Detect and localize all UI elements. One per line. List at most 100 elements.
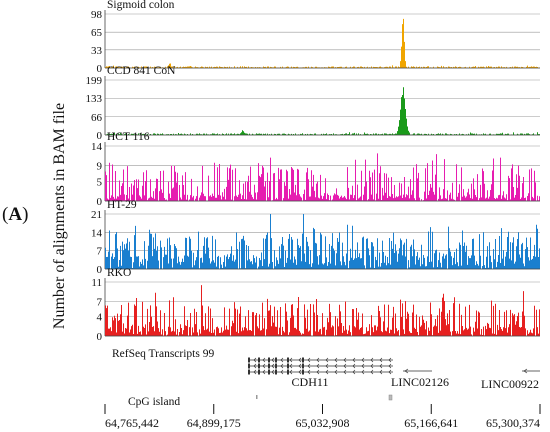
strand-arrow — [404, 368, 409, 374]
track-sigmoid-colon: 0 33 65 98 Sigmoid colon — [91, 0, 540, 75]
strand-arrow — [316, 357, 320, 363]
exon — [287, 363, 289, 369]
strand-arrow — [289, 369, 293, 375]
x-tick-label: 64,765,442 — [105, 416, 159, 430]
track-label: Sigmoid colon — [107, 0, 175, 11]
x-tick-label: 65,032,908 — [296, 416, 350, 430]
strand-arrow — [316, 363, 320, 369]
strand-arrow — [298, 357, 302, 363]
strand-arrow — [289, 357, 293, 363]
y-tick-label: 65 — [91, 27, 103, 39]
gene-label: CDH11 — [292, 375, 329, 389]
track-ht-29: 0 7 14 21 HT-29 — [91, 199, 540, 276]
annotation-tracks: RefSeq Transcripts 99 CDH11 LINC02126 LINC0… — [112, 348, 540, 408]
strand-arrow — [271, 369, 275, 375]
strand-arrow — [253, 357, 257, 363]
x-tick-label: 65,300,374 — [486, 416, 540, 430]
strand-arrow — [262, 357, 266, 363]
exon — [268, 363, 270, 369]
x-tick-label: 64,899,175 — [187, 416, 241, 430]
strand-arrow — [280, 357, 284, 363]
strand-arrow — [334, 369, 338, 375]
strand-arrow — [352, 369, 356, 375]
strand-arrow — [316, 369, 320, 375]
refseq-label: RefSeq Transcripts 99 — [112, 348, 214, 360]
exon — [268, 369, 270, 375]
strand-arrow — [361, 363, 365, 369]
strand-arrow — [325, 357, 329, 363]
strand-arrow — [289, 363, 293, 369]
track-hct-116: 0 5 9 14 HCT 116 — [91, 131, 540, 208]
y-tick-label: 5 — [97, 176, 103, 188]
strand-arrow — [388, 357, 392, 363]
track-label: HT-29 — [107, 199, 137, 211]
y-tick-label: 21 — [91, 209, 102, 221]
y-tick-label: 4 — [97, 311, 103, 323]
y-tick-label: 133 — [86, 93, 103, 105]
strand-arrow — [253, 363, 257, 369]
y-tick-label: 199 — [86, 75, 103, 87]
y-tick-label: 0 — [97, 264, 103, 276]
y-tick-label: 66 — [91, 112, 103, 124]
strand-arrow — [361, 369, 365, 375]
strand-arrow — [325, 363, 329, 369]
exon — [248, 369, 250, 375]
strand-arrow — [370, 363, 374, 369]
y-tick-label: 9 — [97, 161, 103, 173]
strand-arrow — [379, 369, 383, 375]
y-tick-label: 0 — [97, 196, 103, 208]
exon — [302, 369, 304, 375]
exon — [258, 363, 260, 369]
strand-arrow — [388, 363, 392, 369]
strand-arrow — [343, 357, 347, 363]
exon — [302, 363, 304, 369]
strand-arrow — [334, 363, 338, 369]
cpg-island — [388, 394, 393, 401]
exon — [258, 357, 260, 363]
strand-arrow — [307, 369, 311, 375]
strand-arrow — [370, 357, 374, 363]
strand-arrow — [352, 357, 356, 363]
y-tick-label: 98 — [91, 9, 103, 21]
y-tick-label: 14 — [91, 141, 103, 153]
track-label: HCT 116 — [107, 131, 150, 143]
track-label: RKO — [107, 267, 131, 279]
y-tick-label: 14 — [91, 227, 103, 239]
strand-arrow — [343, 363, 347, 369]
exon — [287, 369, 289, 375]
exon — [302, 357, 304, 363]
exon — [275, 363, 277, 369]
strand-arrow — [352, 363, 356, 369]
track-ccd-841-con: 0 66 133 199 CCD 841 CoN — [86, 65, 540, 142]
y-tick-label: 0 — [97, 63, 103, 75]
exon — [248, 363, 250, 369]
y-tick-label: 0 — [97, 331, 103, 343]
strand-arrow — [388, 369, 392, 375]
exon — [268, 357, 270, 363]
y-tick-label: 33 — [91, 45, 103, 57]
track-label: CCD 841 CoN — [107, 65, 176, 77]
strand-arrow — [262, 369, 266, 375]
gene-label: LINC00922 — [481, 377, 539, 391]
x-axis: 64,765,442 64,899,175 65,032,908 65,166,641… — [104, 404, 541, 430]
strand-arrow — [343, 369, 347, 375]
strand-arrow — [334, 357, 338, 363]
strand-arrow — [280, 369, 284, 375]
strand-arrow — [361, 357, 365, 363]
y-tick-label: 7 — [97, 297, 103, 309]
x-tick-label: 65,166,641 — [404, 416, 458, 430]
strand-arrow — [370, 369, 374, 375]
strand-arrow — [523, 368, 528, 374]
strand-arrow — [307, 363, 311, 369]
strand-arrow — [271, 363, 275, 369]
cpg-island — [256, 395, 258, 399]
exon — [287, 357, 289, 363]
exon — [258, 369, 260, 375]
panel-label: (A) — [2, 204, 29, 225]
strand-arrow — [280, 363, 284, 369]
strand-arrow — [379, 357, 383, 363]
track-rko: 0 4 7 11 RKO — [91, 267, 540, 343]
strand-arrow — [298, 363, 302, 369]
gene-label: LINC02126 — [391, 375, 449, 389]
